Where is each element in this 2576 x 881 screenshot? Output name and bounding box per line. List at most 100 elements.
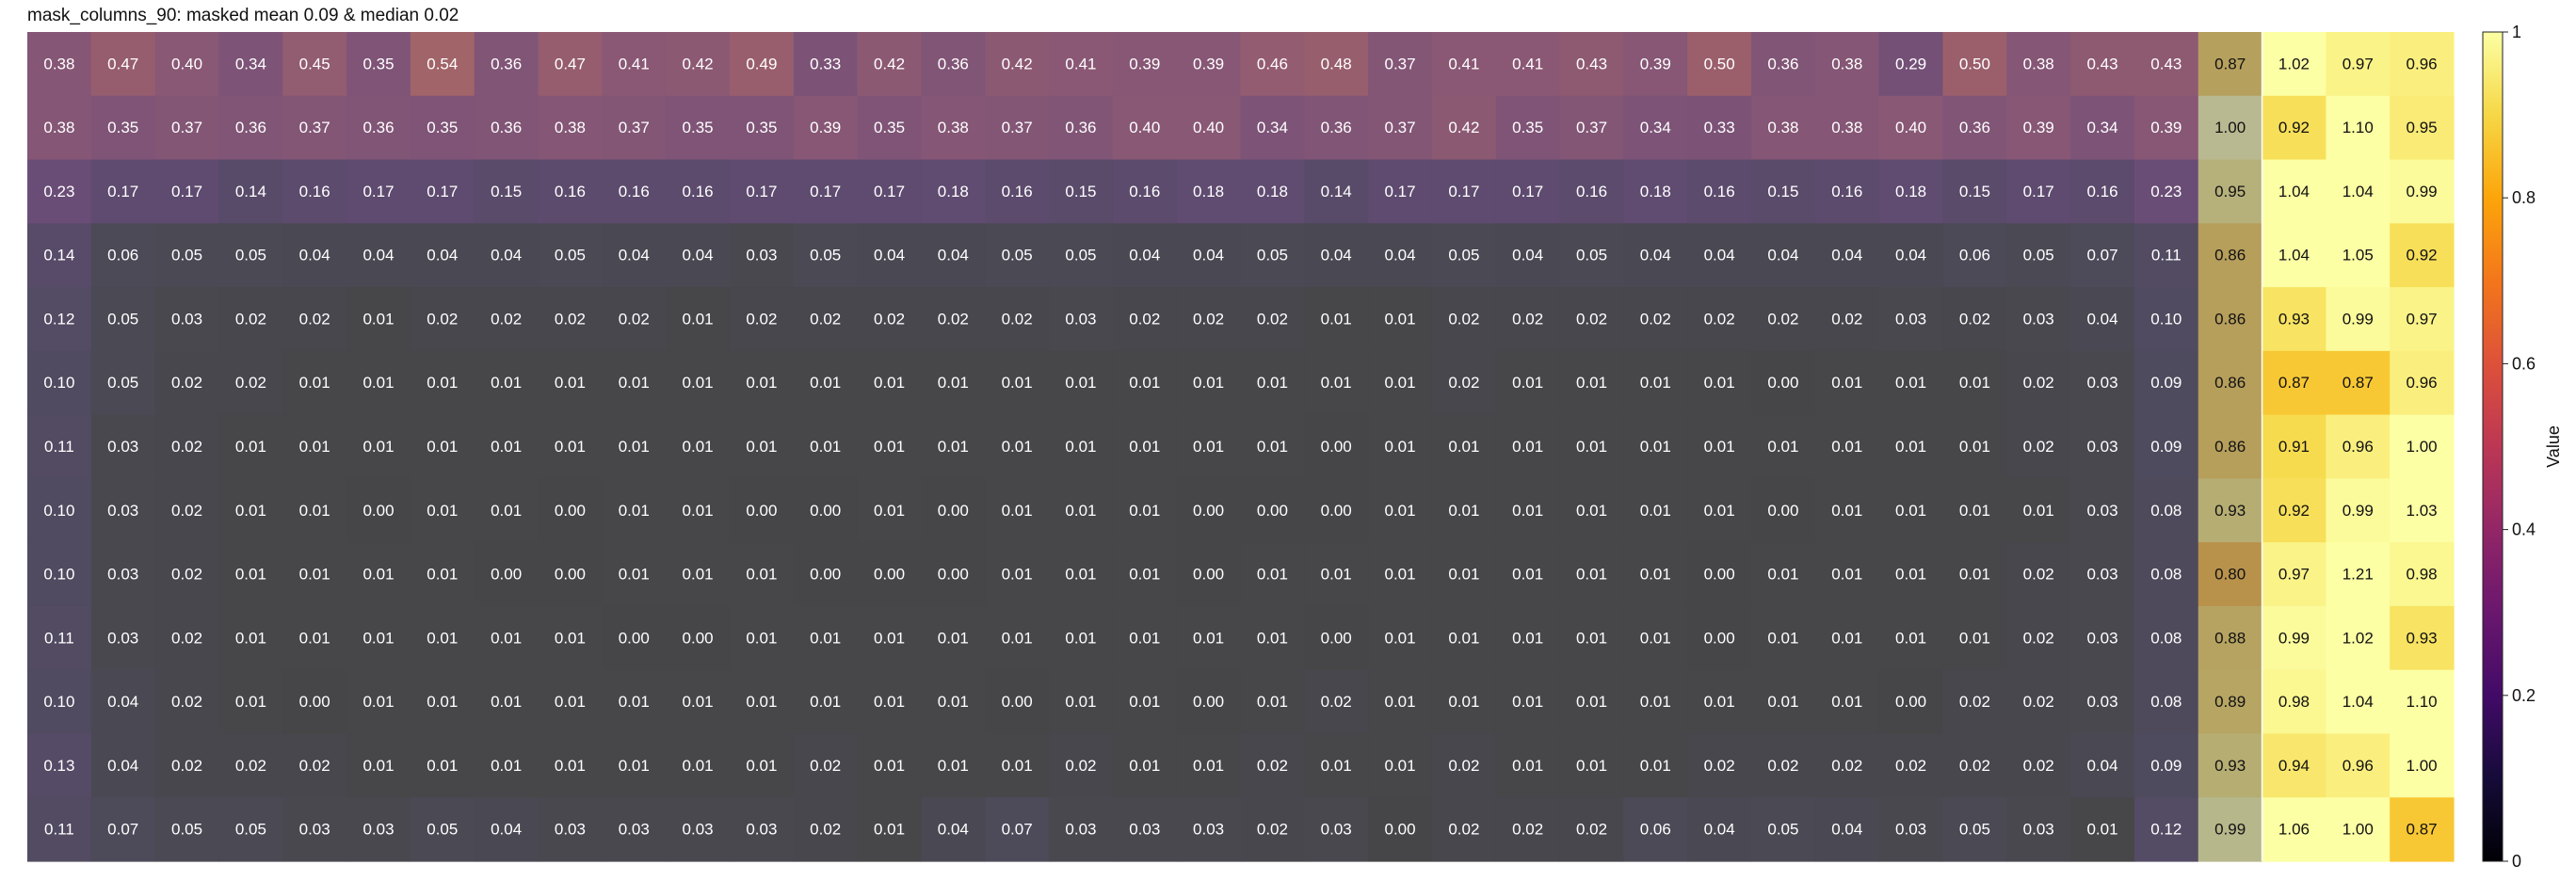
- heatmap-cell: [2262, 159, 2326, 224]
- heatmap-cell: [90, 414, 156, 479]
- heatmap-cell-label: 0.87: [2278, 374, 2310, 392]
- heatmap-cell-label: 0.35: [107, 119, 138, 136]
- heatmap-cell: [1176, 95, 1242, 161]
- heatmap-cell-label: 0.01: [1640, 502, 1671, 520]
- heatmap-cell-label: 0.01: [1767, 693, 1798, 711]
- heatmap-cell-label: 0.04: [362, 247, 394, 264]
- heatmap-cell: [1623, 95, 1688, 161]
- heatmap-cell: [1304, 797, 1369, 862]
- heatmap-cell-label: 0.40: [1193, 119, 1224, 136]
- heatmap-cell-label: 0.02: [810, 821, 841, 839]
- heatmap-cell-label: 0.05: [810, 247, 841, 264]
- heatmap-cell: [793, 414, 859, 479]
- heatmap-cell-label: 0.00: [746, 502, 777, 520]
- heatmap-cell: [1687, 287, 1752, 352]
- heatmap-cell: [90, 350, 156, 416]
- heatmap-cell-label: 0.47: [555, 55, 586, 72]
- heatmap-cell-label: 0.01: [1640, 374, 1671, 392]
- heatmap-cell-label: 0.05: [1448, 247, 1479, 264]
- heatmap-cell: [282, 95, 347, 161]
- heatmap-cell: [1814, 350, 1880, 416]
- heatmap-cell-label: 0.04: [938, 247, 969, 264]
- heatmap-cell: [1495, 223, 1561, 288]
- heatmap-cell-label: 0.01: [1895, 566, 1926, 584]
- heatmap-cell: [857, 95, 923, 161]
- heatmap-cell: [1176, 797, 1242, 862]
- heatmap-cell: [410, 159, 475, 224]
- heatmap-cell-label: 0.41: [1512, 55, 1543, 72]
- heatmap-cell: [985, 605, 1050, 671]
- heatmap-cell-label: 0.17: [874, 183, 905, 200]
- heatmap-cell-label: 0.02: [171, 566, 202, 584]
- heatmap-cell-label: 0.02: [555, 310, 586, 328]
- heatmap-cell: [1495, 287, 1561, 352]
- heatmap-cell: [1431, 478, 1497, 543]
- heatmap-cell: [2006, 542, 2071, 607]
- heatmap-cell: [1687, 605, 1752, 671]
- heatmap-cell-label: 0.05: [107, 310, 138, 328]
- heatmap-cell: [921, 159, 986, 224]
- heatmap-cell-label: 0.01: [491, 629, 522, 647]
- heatmap-cell: [1942, 669, 2007, 735]
- heatmap-cell-label: 0.38: [555, 119, 586, 136]
- heatmap-cell: [2070, 414, 2135, 479]
- heatmap-cell: [857, 733, 923, 798]
- heatmap-cell-label: 0.35: [874, 119, 905, 136]
- heatmap-cell-label: 0.17: [746, 183, 777, 200]
- heatmap-cell-label: 0.01: [1767, 629, 1798, 647]
- heatmap-cell-label: 0.01: [1512, 566, 1543, 584]
- heatmap-cell: [2262, 797, 2326, 862]
- heatmap-cell: [1240, 605, 1305, 671]
- heatmap-cell-label: 0.01: [938, 693, 969, 711]
- heatmap-cell-label: 0.39: [1193, 55, 1224, 72]
- heatmap-cell: [2133, 797, 2199, 862]
- heatmap-cell-label: 0.50: [1704, 55, 1735, 72]
- heatmap-cell: [1304, 414, 1369, 479]
- heatmap-cell-label: 0.05: [555, 247, 586, 264]
- heatmap-cell: [1942, 159, 2007, 224]
- heatmap-cell: [1878, 414, 1944, 479]
- heatmap-cell-label: 0.46: [1257, 55, 1288, 72]
- heatmap-cell-label: 0.00: [1704, 629, 1735, 647]
- heatmap-cell-label: 0.01: [555, 438, 586, 456]
- heatmap-cell: [1112, 478, 1178, 543]
- heatmap-cell-label: 0.95: [2214, 183, 2246, 200]
- heatmap-cell: [1559, 605, 1624, 671]
- heatmap-cell: [1240, 95, 1305, 161]
- heatmap-cell: [602, 287, 667, 352]
- heatmap-cell-label: 0.01: [235, 629, 266, 647]
- heatmap-cell-label: 0.00: [1321, 629, 1352, 647]
- heatmap-cell-label: 0.00: [491, 566, 522, 584]
- heatmap-cell-label: 0.50: [1959, 55, 1990, 72]
- heatmap-cell-label: 0.01: [1831, 374, 1862, 392]
- heatmap-cell: [921, 542, 986, 607]
- heatmap-cell-label: 0.02: [1002, 310, 1033, 328]
- heatmap-cell-label: 0.01: [1640, 566, 1671, 584]
- heatmap-cell: [1112, 95, 1178, 161]
- heatmap-cell: [666, 350, 731, 416]
- heatmap-cell-label: 0.02: [1512, 821, 1543, 839]
- heatmap-cell-label: 0.01: [874, 374, 905, 392]
- heatmap-cell: [1559, 223, 1624, 288]
- heatmap-cell: [218, 797, 283, 862]
- heatmap-cell-label: 0.02: [235, 757, 266, 775]
- heatmap-cell-label: 0.01: [491, 693, 522, 711]
- heatmap-cell: [1559, 478, 1624, 543]
- heatmap-cell: [1751, 542, 1816, 607]
- heatmap-cell: [1240, 350, 1305, 416]
- heatmap-cell: [2070, 32, 2135, 97]
- heatmap-cell-label: 1.00: [2407, 438, 2438, 456]
- heatmap-cell: [1049, 350, 1114, 416]
- heatmap-cell-label: 0.36: [938, 55, 969, 72]
- heatmap-cell-label: 0.03: [2023, 310, 2054, 328]
- heatmap-cell-label: 0.04: [1895, 247, 1926, 264]
- heatmap-cell: [1049, 797, 1114, 862]
- heatmap-cell-label: 0.06: [1959, 247, 1990, 264]
- heatmap-cell-label: 0.03: [2086, 566, 2117, 584]
- heatmap-cell-label: 0.01: [1129, 438, 1160, 456]
- heatmap-cell-label: 0.01: [1640, 438, 1671, 456]
- heatmap-cell-label: 0.08: [2150, 693, 2182, 711]
- heatmap-cell: [1049, 223, 1114, 288]
- heatmap-cell-label: 0.01: [1959, 629, 1990, 647]
